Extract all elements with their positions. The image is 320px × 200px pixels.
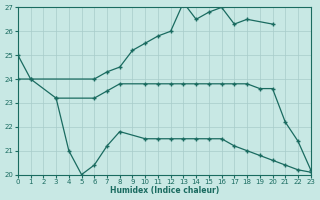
X-axis label: Humidex (Indice chaleur): Humidex (Indice chaleur) [110,186,219,195]
